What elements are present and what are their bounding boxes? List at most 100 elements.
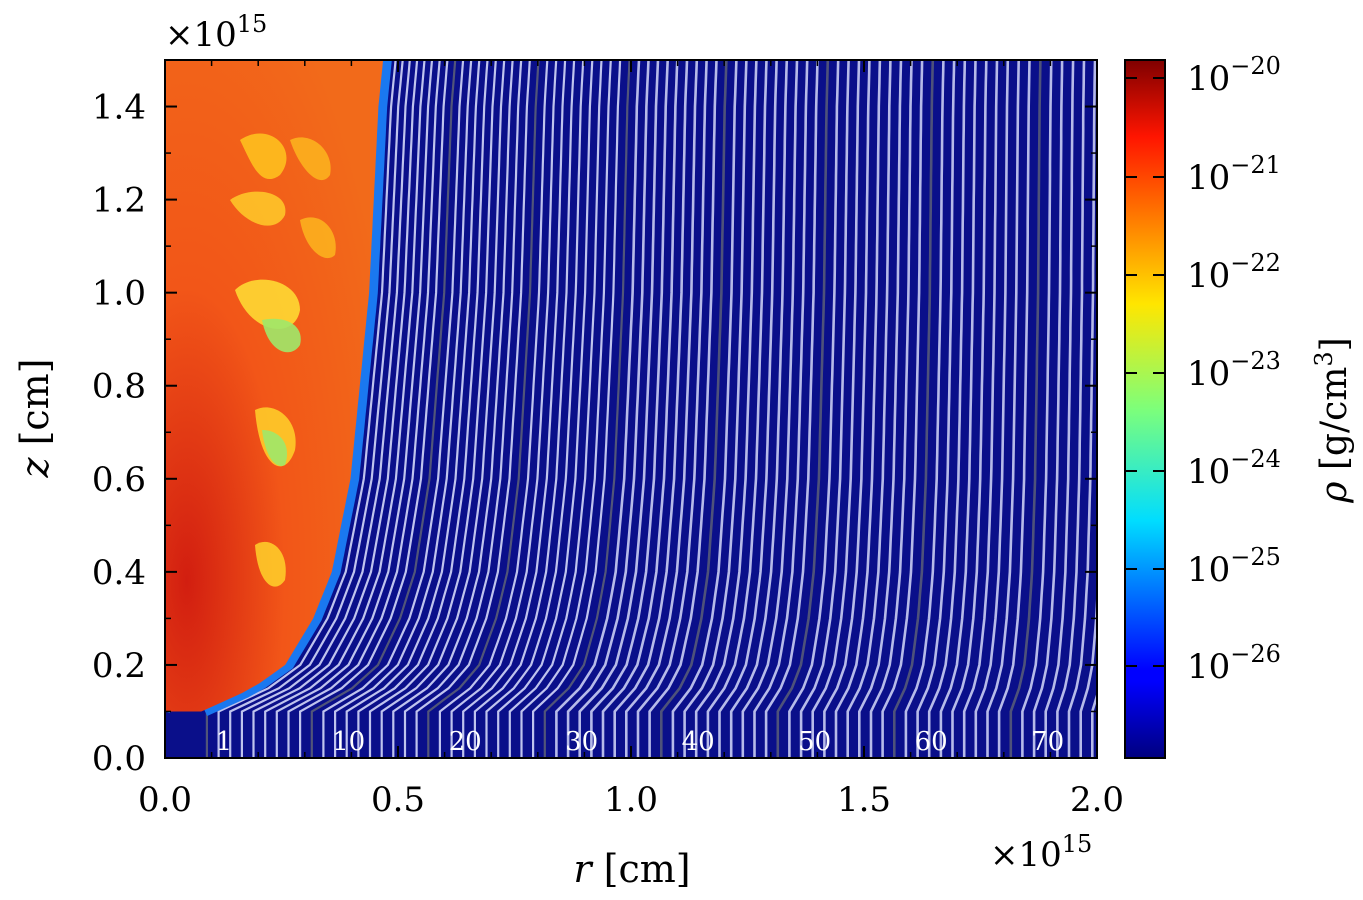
jet-edge [165,60,392,717]
y-tick-label: 0.2 [92,646,146,686]
y-tick-label: 0.0 [92,739,146,779]
streamline [438,60,549,758]
colorbar-tick-label: 10−23 [1187,347,1281,394]
streamline [334,60,473,758]
streamline [566,60,650,758]
streamline [916,60,956,758]
streamline [671,60,738,758]
streamline [741,60,799,758]
streamline-label: 10 [332,727,365,757]
x-tick-label: 0.5 [371,780,425,820]
streamline [345,60,481,758]
streamline [601,60,679,758]
streamline [823,60,871,758]
streamline [892,60,935,758]
streamline [1079,581,1097,758]
colorbar-tick-label: 10−25 [1187,543,1281,590]
streamlines [205,60,1097,758]
streamline [694,60,758,758]
colorbar-tick-label: 10−21 [1187,151,1281,198]
streamline [904,60,945,758]
streamline [508,60,603,758]
streamline [217,60,397,758]
streamline-label: 40 [682,727,715,757]
x-tick-label: 1.0 [604,780,658,820]
streamline [986,60,1020,758]
streamline [636,60,708,758]
x-tick-label: 0.0 [138,780,192,820]
streamline-label: 20 [449,727,482,757]
colorbar-tick-label: 10−20 [1187,52,1281,99]
streamline [357,60,489,758]
streamline-labels: 1 10 20 30 40 50 60 70 [216,727,1065,757]
y-tick-label: 0.8 [92,367,146,407]
streamline [613,60,689,758]
streamline [869,60,913,758]
streamline [753,60,809,758]
streamline [624,60,699,758]
colorbar-tick-label: 10−24 [1187,445,1281,492]
streamline [299,60,449,758]
streamline [1056,60,1086,758]
y-tick-label: 1.2 [92,181,146,221]
x-multiplier: ×1015 [990,830,1092,875]
streamline [788,60,840,758]
streamline [497,60,594,758]
x-axis: 0.0 0.5 1.0 1.5 2.0 [138,60,1124,820]
streamline [380,60,506,758]
streamline [1067,60,1097,758]
streamline [252,60,419,758]
streamline-label: 30 [565,727,598,757]
streamline [462,60,567,758]
streamline [322,60,465,758]
streamline [706,60,768,758]
streamline [683,60,748,758]
streamline [485,60,585,758]
jet-cocoon [165,60,384,712]
streamline [543,60,631,758]
streamline [718,60,778,758]
streamline [264,60,426,758]
streamline [555,60,641,758]
y-tick-label: 1.0 [92,274,146,314]
streamline [939,60,977,758]
y-multiplier: ×1015 [165,10,267,55]
streamline [1021,60,1053,758]
streamline [776,60,830,758]
streamline [997,60,1031,758]
y-tick-label: 1.4 [92,88,146,128]
streamline-label: 60 [915,727,948,757]
streamline [240,60,411,758]
streamline [531,60,622,758]
streamline [473,60,576,758]
colorbar-ticks: 10−20 10−21 10−22 10−23 10−24 10−25 10−26 [1125,52,1281,687]
y-tick-label: 0.4 [92,553,146,593]
streamline [427,60,540,758]
streamline [229,60,404,758]
streamline-label: 1 [216,727,233,757]
streamline [368,60,497,758]
streamline [450,60,558,758]
jet-structures [230,133,336,587]
colorbar [1124,59,1166,759]
streamline [520,60,612,758]
streamline-label: 50 [798,727,831,757]
streamline [392,60,514,758]
streamline [811,60,861,758]
streamline [799,60,850,758]
streamline [659,60,728,758]
x-tick-label: 2.0 [1070,780,1124,820]
streamline [1009,60,1042,758]
y-tick-label: 0.6 [92,460,146,500]
streamline [578,60,660,758]
streamline [846,60,892,758]
streamline [1032,60,1064,758]
x-axis-label: r [cm] [573,847,690,891]
streamline [881,60,924,758]
streamline [415,60,531,758]
streamline [962,60,999,758]
streamline [287,60,441,758]
streamline [974,60,1010,758]
streamline [834,60,882,758]
y-axis: 0.0 0.2 0.4 0.6 0.8 1.0 1.2 1.4 [92,59,1097,779]
